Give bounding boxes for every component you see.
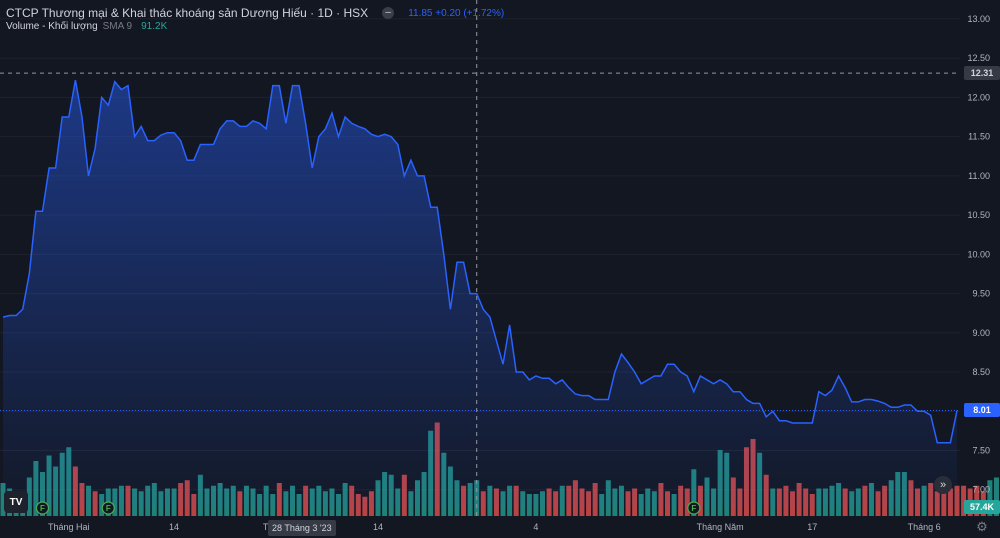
event-marker-icon: F xyxy=(35,501,50,515)
scroll-to-realtime-icon[interactable]: » xyxy=(934,476,952,494)
last-price-badge: 8.01 xyxy=(964,403,1000,418)
y-tick-label: 13.00 xyxy=(967,14,990,24)
x-tick-label: Tháng Hai xyxy=(48,522,90,532)
volume-badge: 57.4K xyxy=(964,500,1000,514)
price-change: 11.85 +0.20 (+1.72%) xyxy=(408,8,504,19)
y-tick-label: 12.50 xyxy=(967,53,990,63)
chart-header: CTCP Thương mại & Khai thác khoáng sản D… xyxy=(6,4,504,22)
tradingview-logo[interactable]: TV xyxy=(4,491,28,513)
event-marker-icon: F xyxy=(101,501,115,515)
y-axis: 13.00 12.50 12.00 11.50 11.00 10.50 10.00 9.50 9… xyxy=(967,14,990,495)
volume-bar xyxy=(0,483,6,516)
y-tick-label: 9.50 xyxy=(972,289,990,299)
y-tick-label: 7.00 xyxy=(972,485,990,495)
y-tick-label: 7.50 xyxy=(972,446,990,456)
svg-text:F: F xyxy=(40,504,45,513)
change-value: +0.20 (+1.72%) xyxy=(435,7,505,19)
crosshair-date-badge: 28 Tháng 3 '23 xyxy=(268,520,336,536)
y-tick-label: 11.50 xyxy=(968,132,990,142)
y-tick-label: 12.00 xyxy=(967,92,990,102)
x-tick-label: 14 xyxy=(373,522,383,532)
crosshair-price-badge: 12.31 xyxy=(964,66,1000,81)
current-price: 11.85 xyxy=(408,7,433,19)
price-line xyxy=(2,79,958,444)
volume-bar xyxy=(987,480,993,516)
volume-label[interactable]: Volume - Khối lượng xyxy=(6,21,98,32)
volume-legend: Volume - Khối lượng SMA 9 91.2K xyxy=(6,21,167,32)
svg-text:F: F xyxy=(691,504,696,513)
price-area xyxy=(3,80,957,507)
y-tick-label: 10.00 xyxy=(967,249,990,259)
x-tick-label: 17 xyxy=(807,522,817,532)
y-tick-label: 8.50 xyxy=(972,367,990,377)
gear-icon[interactable]: ⚙ xyxy=(976,519,988,534)
minus-icon[interactable]: – xyxy=(382,7,395,19)
symbol-title[interactable]: CTCP Thương mại & Khai thác khoáng sản D… xyxy=(6,6,369,20)
volume-bar xyxy=(993,477,999,516)
sma-label: SMA 9 xyxy=(102,21,133,32)
volume-bar xyxy=(961,485,967,516)
volume-value: 91.2K xyxy=(141,21,168,32)
y-tick-label: 11.00 xyxy=(968,171,990,181)
x-tick-label: 4 xyxy=(533,522,538,532)
y-tick-label: 10.50 xyxy=(967,210,990,220)
event-marker-icon: F xyxy=(687,501,701,515)
x-tick-label: Tháng Năm xyxy=(697,522,744,532)
y-tick-label: 9.00 xyxy=(972,328,990,338)
event-markers: FFFF xyxy=(35,501,701,515)
svg-text:F: F xyxy=(106,504,111,513)
x-tick-label: 14 xyxy=(169,522,179,532)
x-tick-label: Tháng 6 xyxy=(908,522,941,532)
